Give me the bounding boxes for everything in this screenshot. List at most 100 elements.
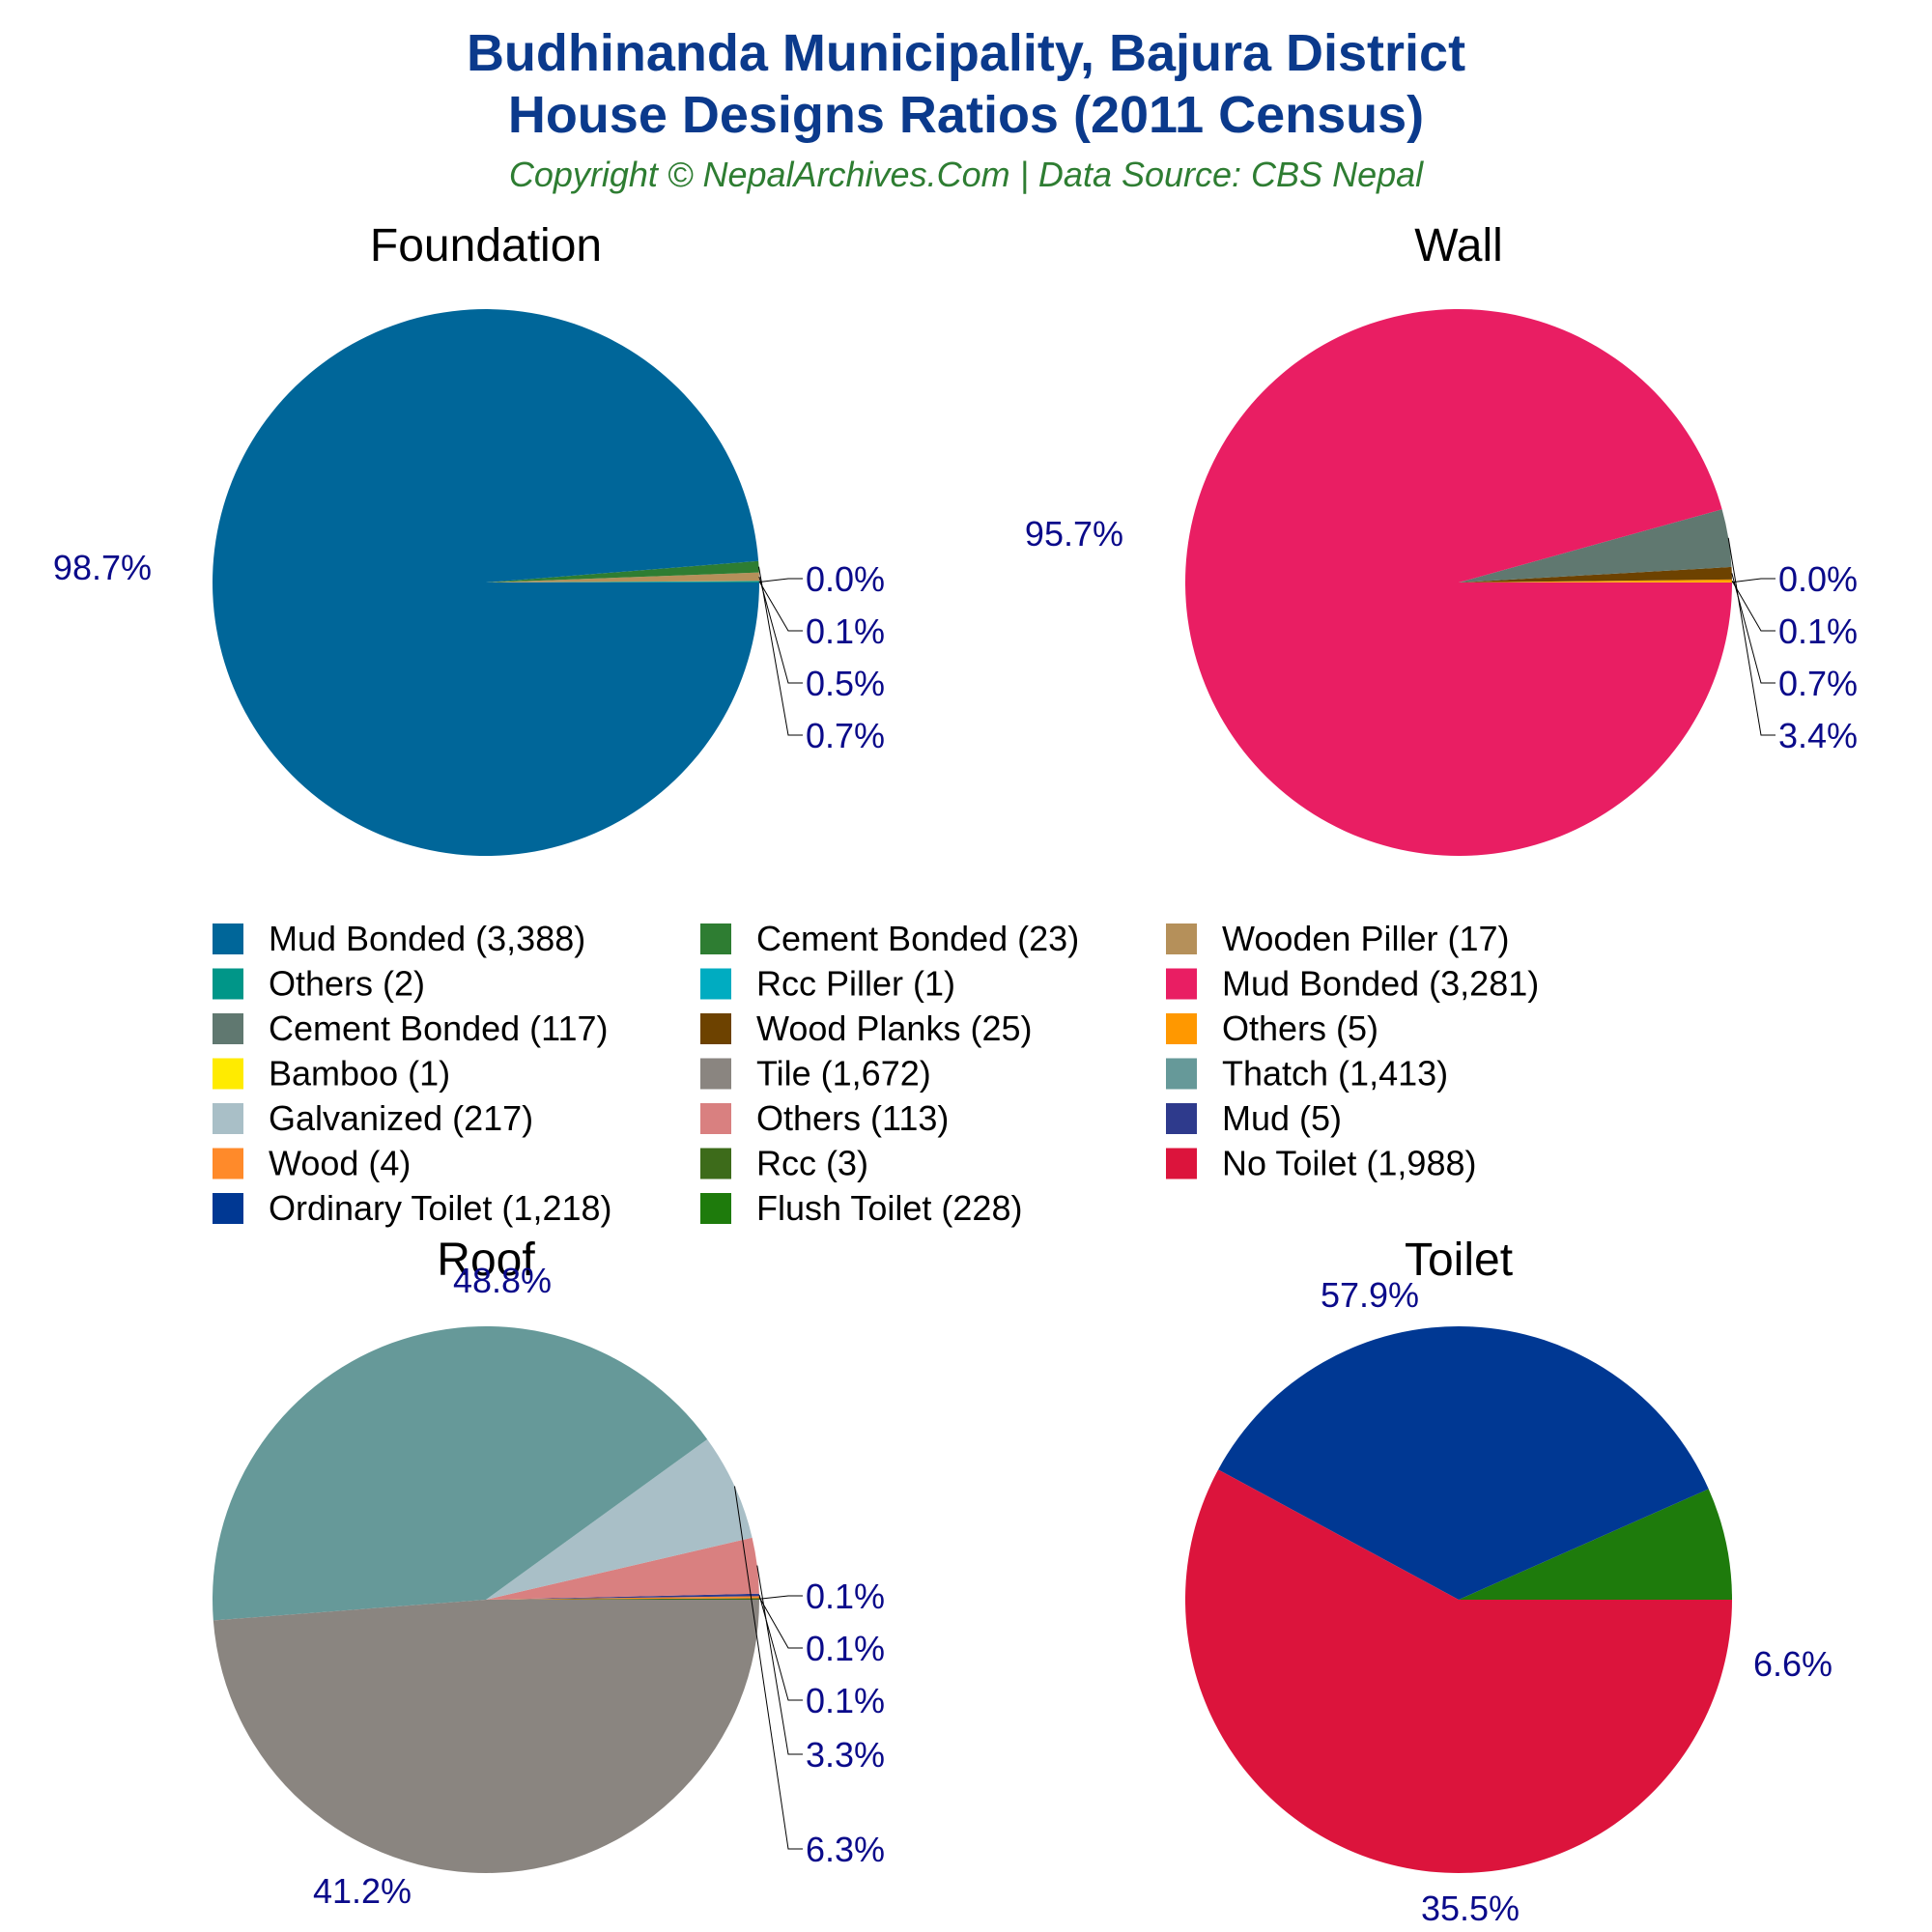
slice-wall-others bbox=[1459, 579, 1732, 582]
legend-label: Galvanized (217) bbox=[269, 1098, 533, 1138]
legend-item-others-2: Others (2) bbox=[213, 964, 425, 1004]
legend-label: Others (5) bbox=[1222, 1009, 1378, 1048]
pct-label-wall-bamboo: 0.0% bbox=[1778, 559, 1858, 599]
slice-roof-thatch bbox=[213, 1325, 708, 1621]
legend-item-wood-4: Wood (4) bbox=[213, 1144, 411, 1183]
pct-label-wall-others: 0.1% bbox=[1778, 611, 1858, 651]
legend-swatch bbox=[213, 968, 243, 1000]
legend-item-mud-bonded-3-388: Mud Bonded (3,388) bbox=[213, 919, 585, 958]
slice-roof-tile bbox=[213, 1600, 759, 1873]
legend-item-rcc-3: Rcc (3) bbox=[700, 1144, 868, 1183]
legend-label: No Toilet (1,988) bbox=[1222, 1144, 1476, 1183]
slice-toilet-no-toilet bbox=[1185, 1469, 1732, 1873]
legend-item-mud-bonded-3-281: Mud Bonded (3,281) bbox=[1166, 964, 1539, 1004]
legend-item-flush-toilet-228: Flush Toilet (228) bbox=[700, 1188, 1022, 1228]
slice-roof-mud bbox=[486, 1593, 759, 1600]
legend-swatch bbox=[700, 1103, 731, 1134]
legend-item-cement-bonded-117: Cement Bonded (117) bbox=[213, 1009, 609, 1048]
pct-label-roof-wood: 0.1% bbox=[806, 1629, 885, 1668]
pct-label-foundation-wooden-piller: 0.5% bbox=[806, 664, 885, 703]
pie-title-wall: Wall bbox=[1414, 220, 1503, 271]
legend-swatch bbox=[1166, 968, 1197, 1000]
leader-line-roof-galvanized bbox=[734, 1486, 803, 1850]
legend-item-no-toilet-1-988: No Toilet (1,988) bbox=[1166, 1144, 1476, 1183]
legend-label: Tile (1,672) bbox=[756, 1054, 931, 1094]
slice-toilet-ordinary-toilet bbox=[1218, 1325, 1709, 1600]
pie-wall: Wall 95.7% 0.0% 0.1% 0.7% 3.4% bbox=[1025, 220, 1858, 856]
legend-item-mud-5: Mud (5) bbox=[1166, 1098, 1342, 1138]
legend-item-galvanized-217: Galvanized (217) bbox=[213, 1098, 533, 1138]
pct-label-wall-cement-bonded: 3.4% bbox=[1778, 716, 1858, 755]
leader-line-wall-others bbox=[1731, 580, 1776, 632]
pie-title-roof: Roof bbox=[437, 1235, 535, 1286]
legend-label: Wood (4) bbox=[269, 1144, 411, 1183]
pct-label-foundation-rcc-piller: 0.1% bbox=[806, 611, 885, 651]
leader-line-roof-mud bbox=[758, 1594, 803, 1701]
slice-foundation-cement-bonded bbox=[486, 560, 759, 582]
legend-label: Ordinary Toilet (1,218) bbox=[269, 1188, 612, 1228]
legend-item-bamboo-1: Bamboo (1) bbox=[213, 1054, 450, 1094]
pct-label-roof-mud: 0.1% bbox=[806, 1681, 885, 1720]
legend-swatch bbox=[1166, 1148, 1197, 1179]
pct-label-wall-wood-planks: 0.7% bbox=[1778, 664, 1858, 703]
pie-title-foundation: Foundation bbox=[370, 220, 602, 271]
pct-label-foundation-mud-bonded: 98.7% bbox=[53, 548, 152, 587]
legend-item-rcc-piller-1: Rcc Piller (1) bbox=[700, 964, 955, 1004]
pie-foundation: Foundation 98.7% 0.0% 0.1% 0.5% 0.7% bbox=[53, 220, 885, 857]
pct-label-foundation-others: 0.0% bbox=[806, 559, 885, 599]
slice-foundation-rcc-piller bbox=[486, 581, 760, 582]
leader-line-roof-others bbox=[756, 1565, 803, 1755]
legend-swatch bbox=[700, 968, 731, 1000]
legend-swatch bbox=[1166, 1013, 1197, 1044]
legend-item-wooden-piller-17: Wooden Piller (17) bbox=[1166, 919, 1509, 958]
legend-label: Wooden Piller (17) bbox=[1222, 919, 1509, 958]
legend-swatch bbox=[213, 1103, 243, 1134]
legend-item-ordinary-toilet-1-218: Ordinary Toilet (1,218) bbox=[213, 1188, 612, 1228]
legend-item-others-5: Others (5) bbox=[1166, 1009, 1378, 1048]
pies-layer: Foundation 98.7% 0.0% 0.1% 0.5% 0.7% Wall 95.7%… bbox=[53, 220, 1858, 1928]
slice-foundation-wooden-piller bbox=[486, 572, 759, 582]
leader-line-foundation-cement-bonded bbox=[758, 566, 803, 736]
legend-item-thatch-1-413: Thatch (1,413) bbox=[1166, 1054, 1448, 1094]
slice-roof-wood bbox=[486, 1596, 759, 1600]
pct-label-roof-others: 3.3% bbox=[806, 1735, 885, 1775]
leader-line-roof-wood bbox=[758, 1597, 803, 1649]
pie-title-toilet: Toilet bbox=[1405, 1235, 1513, 1286]
pct-label-roof-rcc: 0.1% bbox=[806, 1577, 885, 1616]
legend: Mud Bonded (3,388) Cement Bonded (23) Wood… bbox=[213, 919, 1539, 1228]
chart-title-line1: Budhinanda Municipality, Bajura District bbox=[467, 24, 1465, 82]
legend-swatch bbox=[700, 1148, 731, 1179]
legend-label: Others (113) bbox=[756, 1098, 949, 1138]
leader-line-foundation-others bbox=[758, 578, 803, 582]
pct-label-toilet-ordinary-toilet: 35.5% bbox=[1421, 1889, 1520, 1928]
chart-subtitle: Copyright © NepalArchives.Com | Data Sou… bbox=[509, 155, 1424, 194]
legend-swatch bbox=[1166, 1058, 1197, 1090]
legend-label: Mud (5) bbox=[1222, 1098, 1342, 1138]
legend-label: Flush Toilet (228) bbox=[756, 1188, 1022, 1228]
legend-item-cement-bonded-23: Cement Bonded (23) bbox=[700, 919, 1079, 958]
legend-swatch bbox=[213, 1148, 243, 1179]
legend-swatch bbox=[213, 923, 243, 954]
slice-toilet-flush-toilet bbox=[1459, 1489, 1732, 1600]
pct-label-toilet-no-toilet: 57.9% bbox=[1321, 1275, 1419, 1315]
legend-swatch bbox=[213, 1193, 243, 1224]
pct-label-roof-thatch: 41.2% bbox=[313, 1871, 412, 1911]
leader-line-foundation-rcc-piller bbox=[758, 581, 803, 632]
legend-swatch bbox=[700, 1193, 731, 1224]
legend-swatch bbox=[1166, 1103, 1197, 1134]
slice-wall-wood-planks bbox=[1459, 566, 1732, 582]
legend-label: Rcc Piller (1) bbox=[756, 964, 955, 1004]
legend-swatch bbox=[1166, 923, 1197, 954]
legend-label: Bamboo (1) bbox=[269, 1054, 450, 1094]
slice-foundation-mud-bonded bbox=[212, 309, 759, 857]
legend-item-wood-planks-25: Wood Planks (25) bbox=[700, 1009, 1032, 1048]
slice-wall-cement-bonded bbox=[1459, 509, 1732, 582]
legend-item-others-113: Others (113) bbox=[700, 1098, 949, 1138]
legend-label: Cement Bonded (117) bbox=[269, 1009, 609, 1048]
legend-swatch bbox=[700, 923, 731, 954]
legend-swatch bbox=[700, 1058, 731, 1090]
